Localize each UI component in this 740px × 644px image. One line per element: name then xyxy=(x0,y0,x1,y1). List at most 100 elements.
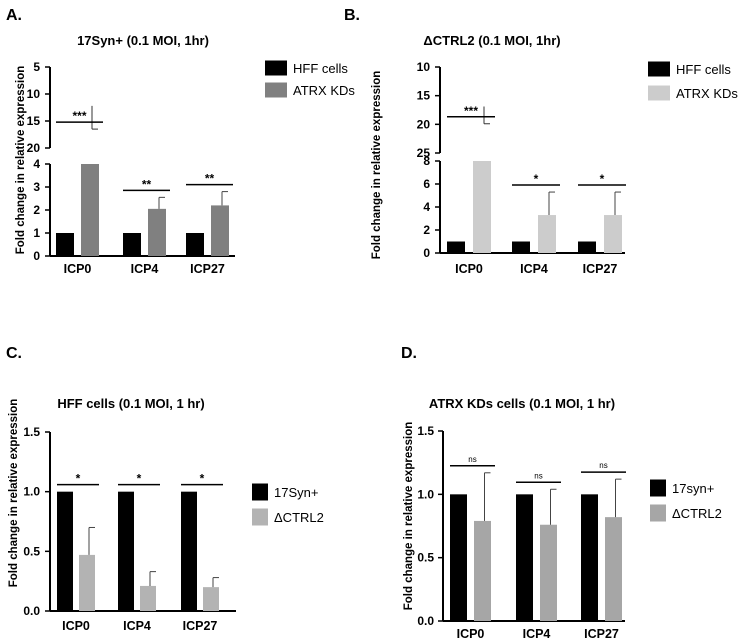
bar xyxy=(186,233,204,256)
chart-title: HFF cells (0.1 MOI, 1 hr) xyxy=(57,396,204,411)
y-tick-label: 10 xyxy=(417,60,431,74)
legend-swatch xyxy=(252,483,268,501)
legend-swatch xyxy=(265,60,287,76)
legend-label: HFF cells xyxy=(293,61,348,76)
y-axis-label: Fold change in relative expression xyxy=(403,422,415,611)
legend-label: ΔCTRL2 xyxy=(274,510,324,525)
bar xyxy=(140,585,156,611)
legend-label: ΔCTRL2 xyxy=(672,506,722,521)
x-tick-label: ICP27 xyxy=(190,262,225,276)
chart-title: ATRX KDs cells (0.1 MOI, 1 hr) xyxy=(429,396,615,411)
bar xyxy=(81,164,99,256)
bar xyxy=(538,215,556,253)
chart-panel-c: C. HFF cells (0.1 MOI, 1 hr) Fold change i… xyxy=(6,345,324,633)
y-axis-label: Fold change in relative expression xyxy=(371,71,383,260)
y-tick-label: 0 xyxy=(33,249,40,263)
significance-label: * xyxy=(137,472,142,486)
bar xyxy=(581,494,598,621)
bar xyxy=(473,161,491,253)
x-tick-label: ICP0 xyxy=(457,627,485,641)
x-tick-label: ICP0 xyxy=(64,262,92,276)
y-tick-label: 20 xyxy=(417,117,431,131)
bar xyxy=(56,233,74,256)
significance-label: * xyxy=(200,472,205,486)
legend-label: ATRX KDs xyxy=(676,86,738,101)
legend-label: ATRX KDs xyxy=(293,83,355,98)
legend-swatch xyxy=(648,85,670,101)
bar xyxy=(181,491,197,611)
y-tick-label: 1 xyxy=(33,226,40,240)
y-tick-label: 0.0 xyxy=(23,604,40,618)
legend-label: HFF cells xyxy=(676,62,731,77)
y-tick-label: 2 xyxy=(33,203,40,217)
significance-label: ns xyxy=(599,461,607,470)
bar xyxy=(118,491,134,611)
y-tick-label: 25 xyxy=(417,146,431,160)
y-tick-label: 6 xyxy=(423,177,430,191)
y-tick-label: 1.5 xyxy=(417,424,434,438)
bar xyxy=(79,554,95,611)
significance-label: ns xyxy=(468,455,476,464)
y-tick-label: 5 xyxy=(33,60,40,74)
y-tick-label: 1.5 xyxy=(23,425,40,439)
y-tick-label: 15 xyxy=(27,114,41,128)
x-tick-label: ICP4 xyxy=(523,627,551,641)
legend-label: 17syn+ xyxy=(672,481,714,496)
significance-label: ** xyxy=(142,177,152,191)
x-tick-label: ICP27 xyxy=(584,627,619,641)
x-tick-label: ICP0 xyxy=(455,262,483,276)
bar xyxy=(516,494,533,621)
x-tick-label: ICP4 xyxy=(520,262,548,276)
significance-label: ns xyxy=(534,471,542,480)
y-tick-label: 10 xyxy=(27,87,41,101)
chart-title: 17Syn+ (0.1 MOI, 1hr) xyxy=(77,33,209,48)
significance-label: *** xyxy=(464,104,478,118)
y-tick-label: 0.0 xyxy=(417,614,434,628)
y-tick-label: 2 xyxy=(423,223,430,237)
panel-label: A. xyxy=(6,7,22,24)
x-tick-label: ICP0 xyxy=(62,619,90,633)
y-tick-label: 4 xyxy=(423,200,430,214)
bar xyxy=(450,494,467,621)
bar xyxy=(540,524,557,621)
x-tick-label: ICP27 xyxy=(583,262,618,276)
panel-label: D. xyxy=(401,345,417,362)
x-tick-label: ICP27 xyxy=(183,619,218,633)
y-tick-label: 3 xyxy=(33,180,40,194)
bar xyxy=(148,208,166,256)
significance-label: ** xyxy=(205,172,215,186)
legend-label: 17Syn+ xyxy=(274,485,318,500)
panel-label: C. xyxy=(6,345,22,362)
legend-swatch xyxy=(265,82,287,98)
bar xyxy=(203,587,219,611)
legend-swatch xyxy=(650,479,666,497)
panel-label: B. xyxy=(344,7,360,24)
y-axis-label: Fold change in relative expression xyxy=(15,66,27,255)
y-tick-label: 0 xyxy=(423,246,430,260)
chart-title: ΔCTRL2 (0.1 MOI, 1hr) xyxy=(423,33,560,48)
y-tick-label: 1.0 xyxy=(23,485,40,499)
bar xyxy=(447,241,465,253)
legend-swatch xyxy=(252,508,268,526)
bar xyxy=(578,241,596,253)
y-axis-label: Fold change in relative expression xyxy=(8,399,20,588)
legend-swatch xyxy=(648,61,670,77)
bar xyxy=(474,520,491,621)
bar xyxy=(57,491,73,611)
y-tick-label: 0.5 xyxy=(417,551,434,565)
y-tick-label: 0.5 xyxy=(23,544,40,558)
x-tick-label: ICP4 xyxy=(131,262,159,276)
significance-label: *** xyxy=(72,109,86,123)
chart-panel-b: B. ΔCTRL2 (0.1 MOI, 1hr) Fold change in re… xyxy=(344,7,738,276)
bar xyxy=(211,205,229,256)
y-tick-label: 4 xyxy=(33,157,40,171)
significance-label: * xyxy=(76,472,81,486)
significance-label: * xyxy=(534,172,539,186)
y-tick-label: 15 xyxy=(417,89,431,103)
bar xyxy=(123,233,141,256)
y-tick-label: 20 xyxy=(27,141,41,155)
bar xyxy=(512,241,530,253)
y-tick-label: 8 xyxy=(423,154,430,168)
bar xyxy=(605,517,622,621)
